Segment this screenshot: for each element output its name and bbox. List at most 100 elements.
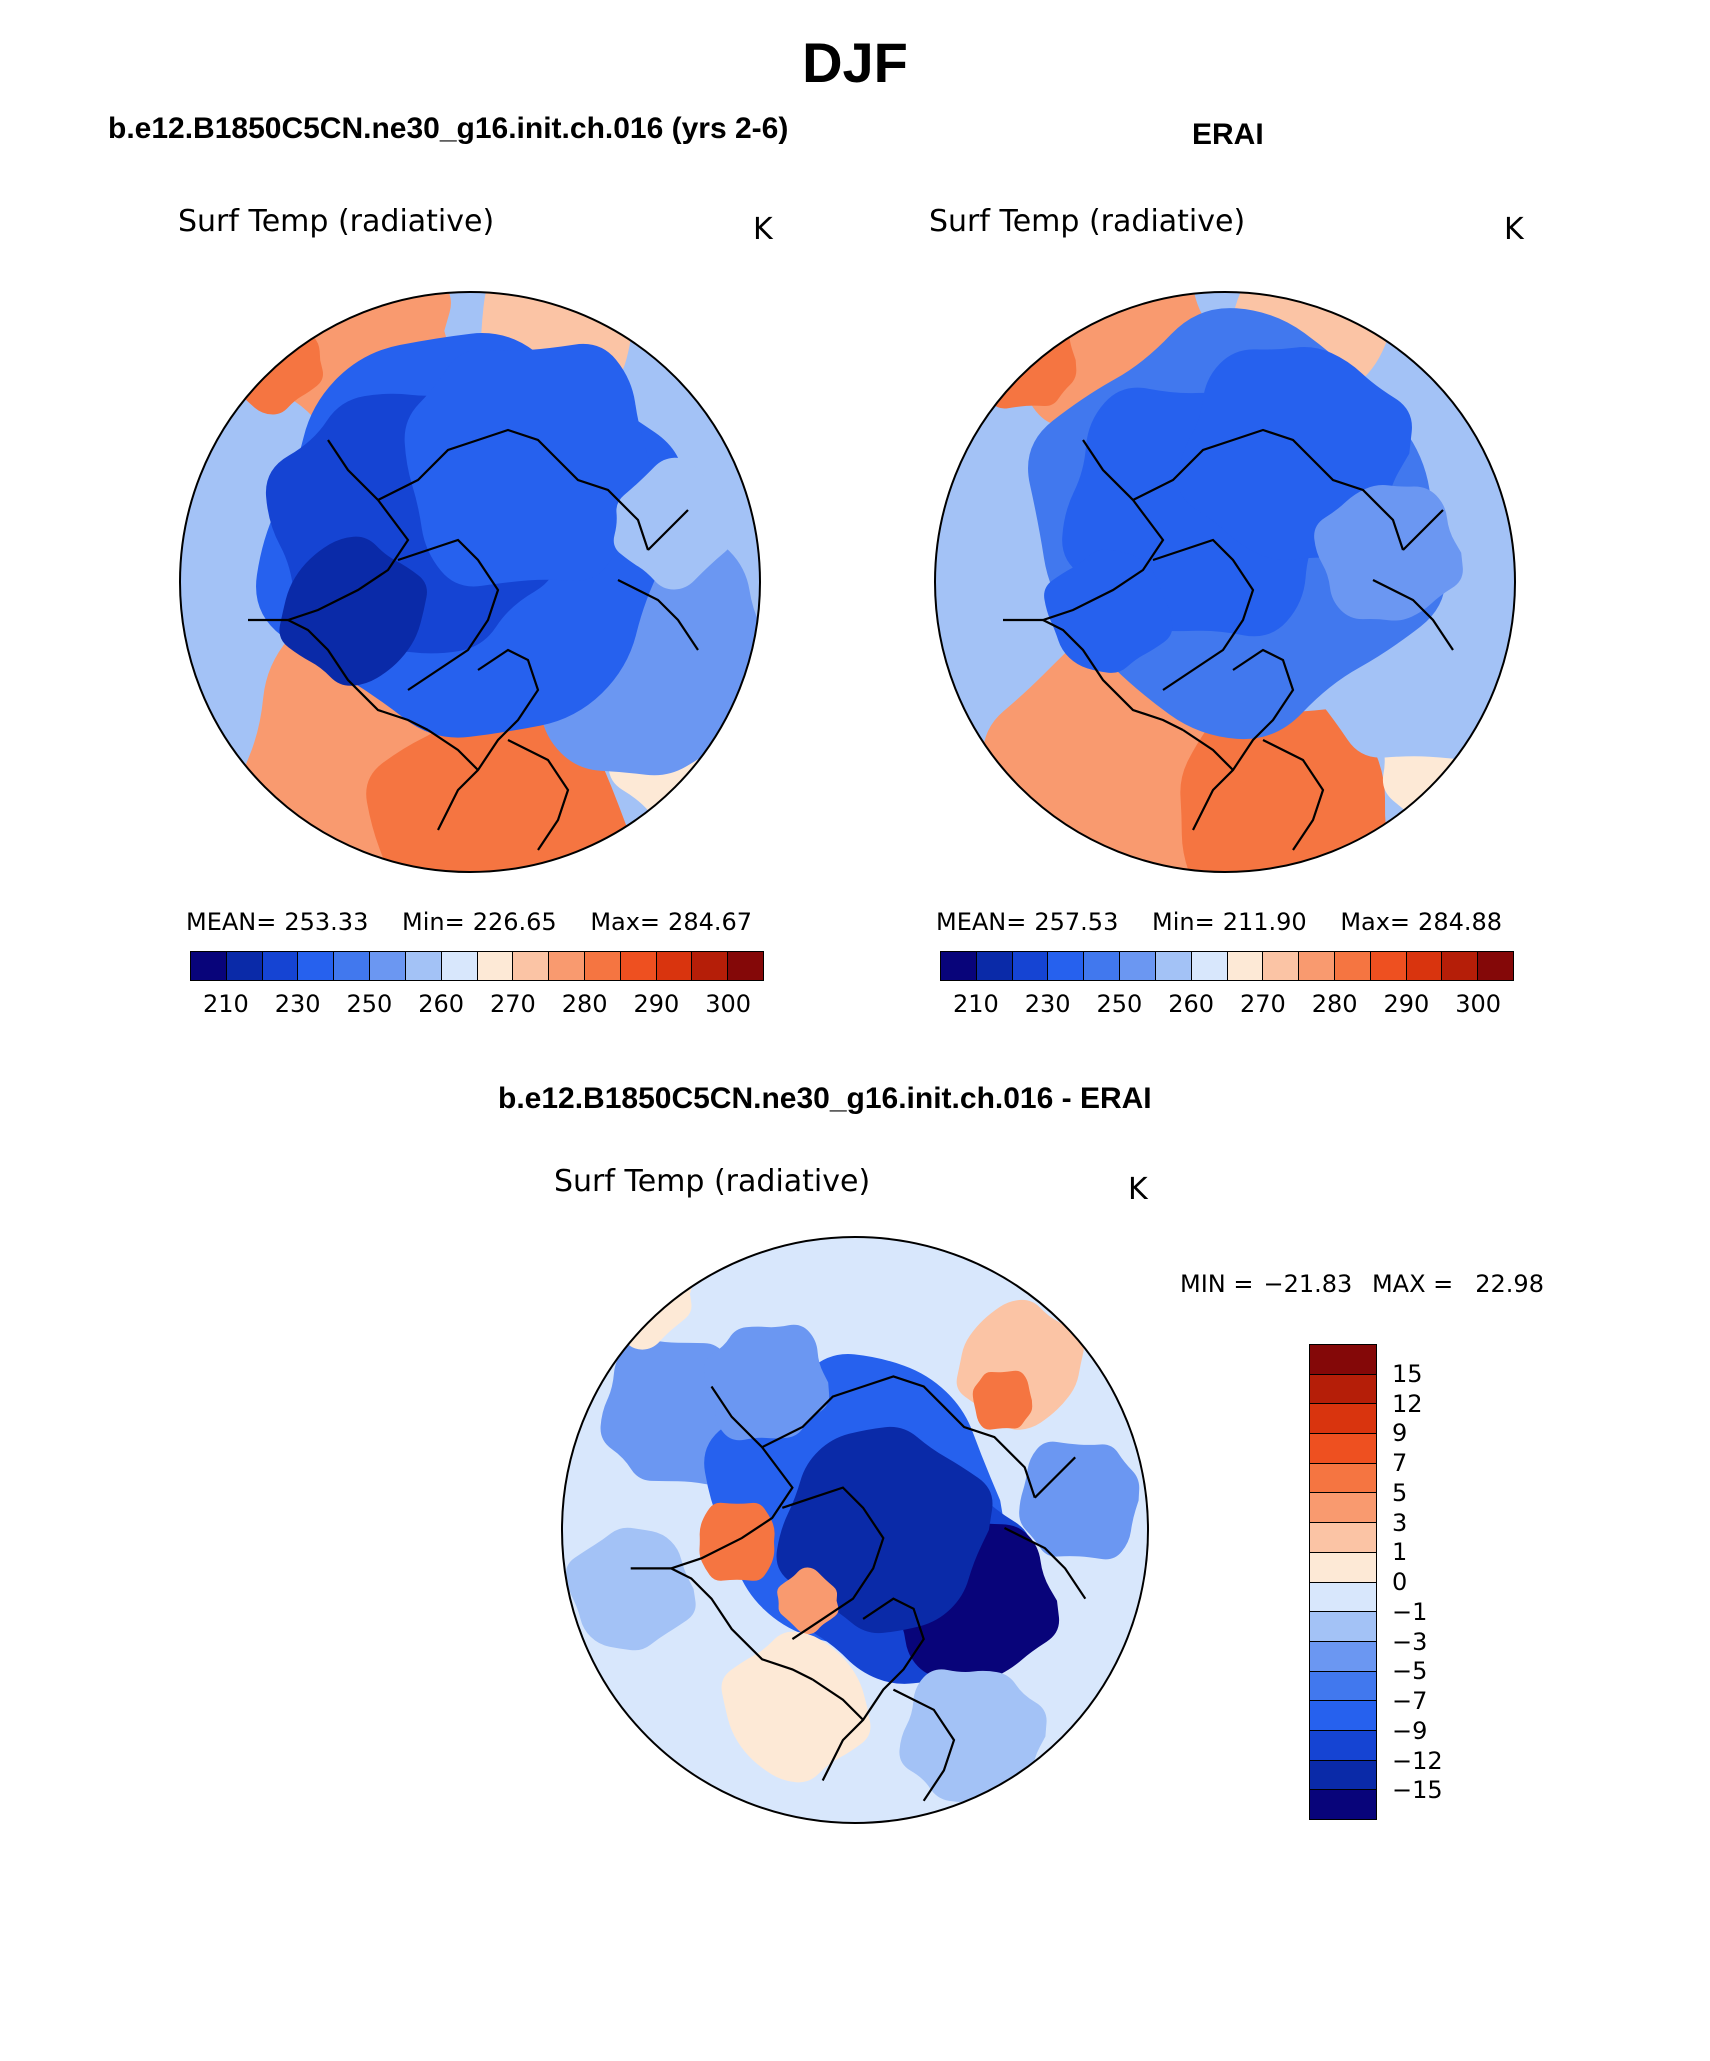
colorbar-tick-label: 5 xyxy=(1392,1478,1408,1507)
colorbar-swatch xyxy=(1299,952,1335,980)
colorbar-tick-label: 230 xyxy=(1024,990,1071,1018)
contour-region xyxy=(565,1527,696,1651)
obs-max-label: Max= xyxy=(1340,908,1411,936)
coastline-segment xyxy=(507,739,570,851)
colorbar-swatch xyxy=(405,952,442,980)
coastline-segment xyxy=(617,579,699,651)
colorbar-swatch xyxy=(1310,1790,1376,1819)
colorbar-swatch xyxy=(620,952,657,980)
coastlines xyxy=(1003,428,1454,851)
colorbar-swatch xyxy=(262,952,299,980)
colorbar-tick-label: 300 xyxy=(705,990,752,1018)
colorbar-tick-label: 280 xyxy=(1311,990,1358,1018)
model-panel-title: b.e12.B1850C5CN.ne30_g16.init.ch.016 (yr… xyxy=(108,112,789,145)
coastlines xyxy=(248,428,699,851)
colorbar-swatch xyxy=(226,952,263,980)
coastline-segment xyxy=(761,1375,1036,1499)
colorbar-swatch xyxy=(692,952,729,980)
colorbar-tick-label: −5 xyxy=(1392,1657,1428,1686)
diff-colorbar-ticks: 15 12 9 7 5 3 1 0 −1 −3 −5 −7 −9 −12 −15 xyxy=(1386,1344,1466,1820)
colorbar-swatch xyxy=(1310,1404,1376,1435)
colorbar-tick-label: 290 xyxy=(633,990,680,1018)
colorbar-swatch xyxy=(1310,1582,1376,1613)
coastline-segment xyxy=(1034,1456,1076,1499)
colorbar-tick-label: 15 xyxy=(1392,1359,1423,1388)
colorbar-tick-label: −3 xyxy=(1392,1627,1428,1656)
coastline-segment xyxy=(647,509,689,551)
colorbar-tick-label: −12 xyxy=(1392,1746,1443,1775)
page-title: DJF xyxy=(802,31,908,94)
colorbar-tick-label: −9 xyxy=(1392,1716,1428,1745)
coastline-segment xyxy=(1003,439,1165,622)
model-stats: MEAN= 253.33 Min= 226.65 Max= 284.67 xyxy=(186,908,778,936)
model-colorbar-ticks: 210 230 250 260 270 280 290 300 xyxy=(190,990,764,1020)
colorbar-swatch xyxy=(1263,952,1300,980)
colorbar-tick-label: −7 xyxy=(1392,1687,1428,1715)
colorbar-tick-label: 1 xyxy=(1392,1538,1408,1567)
coastline-segment xyxy=(1152,538,1255,691)
model-max-label: Max= xyxy=(590,908,661,936)
colorbar-tick-label: 9 xyxy=(1392,1419,1408,1448)
coastline-segment xyxy=(1402,509,1444,551)
colorbar-swatch xyxy=(728,952,763,980)
colorbar-swatch xyxy=(1310,1493,1376,1524)
colorbar-tick-label: 260 xyxy=(418,990,465,1018)
colorbar-swatch xyxy=(941,952,977,980)
obs-max-value: 284.88 xyxy=(1418,908,1503,936)
obs-polar-map xyxy=(934,291,1516,873)
contour-region xyxy=(366,696,633,872)
colorbar-swatch xyxy=(334,952,371,980)
colorbar-tick-label: 270 xyxy=(489,990,536,1018)
colorbar-tick-label: −1 xyxy=(1392,1597,1428,1626)
colorbar-tick-label: 300 xyxy=(1455,990,1502,1018)
contour-region xyxy=(972,1370,1033,1430)
map-boundary xyxy=(561,1236,1149,1824)
map-boundary xyxy=(934,291,1516,873)
contour-region xyxy=(721,1631,871,1783)
colorbar-swatch xyxy=(1310,1612,1376,1642)
model-colorbar xyxy=(190,951,764,981)
colorbar-swatch xyxy=(976,952,1013,980)
colorbar-swatch xyxy=(1191,952,1228,980)
model-polar-map xyxy=(179,291,761,873)
coastline-segment xyxy=(1042,619,1184,731)
obs-stats: MEAN= 257.53 Min= 211.90 Max= 284.88 xyxy=(936,908,1528,936)
colorbar-tick-label: 250 xyxy=(346,990,393,1018)
colorbar-swatch xyxy=(1310,1641,1376,1672)
diff-polar-map xyxy=(561,1236,1149,1824)
colorbar-swatch xyxy=(549,952,585,980)
coastline-segment xyxy=(1004,1527,1087,1600)
coastline-segment xyxy=(821,1597,925,1781)
colorbar-swatch xyxy=(1227,952,1264,980)
model-max-value: 284.67 xyxy=(668,908,753,936)
colorbar-swatch xyxy=(1310,1552,1376,1583)
coastline-segment xyxy=(287,619,429,731)
model-min-label: Min= xyxy=(401,908,465,936)
colorbar-tick-label: 260 xyxy=(1168,990,1215,1018)
coastline-segment xyxy=(377,428,650,551)
diff-max-value: 22.98 xyxy=(1475,1270,1544,1298)
contour-region xyxy=(1314,485,1463,621)
coastline-segment xyxy=(811,1678,864,1721)
obs-map-title: Surf Temp (radiative) xyxy=(929,204,1246,239)
coastline-segment xyxy=(1372,579,1454,651)
colorbar-tick-label: 0 xyxy=(1392,1568,1408,1596)
colorbar-swatch xyxy=(1310,1701,1376,1731)
contour-region xyxy=(699,1502,775,1581)
colorbar-swatch xyxy=(1120,952,1156,980)
diff-min-label: MIN = xyxy=(1180,1270,1254,1298)
diff-min-value: −21.83 xyxy=(1263,1270,1353,1298)
colorbar-swatch xyxy=(1310,1671,1376,1702)
obs-colorbar xyxy=(940,951,1514,981)
colorbar-swatch xyxy=(584,952,621,980)
contour-region xyxy=(703,1324,830,1441)
obs-min-value: 211.90 xyxy=(1222,908,1307,936)
contour-region xyxy=(279,536,427,686)
colorbar-tick-label: 12 xyxy=(1392,1389,1423,1418)
colorbar-tick-label: 3 xyxy=(1392,1508,1408,1537)
colorbar-swatch xyxy=(1478,952,1513,980)
colorbar-tick-label: 7 xyxy=(1392,1449,1408,1477)
colorbar-swatch xyxy=(1370,952,1407,980)
model-mean-value: 253.33 xyxy=(284,908,369,936)
diff-panel-title: b.e12.B1850C5CN.ne30_g16.init.ch.016 - E… xyxy=(498,1082,1152,1115)
